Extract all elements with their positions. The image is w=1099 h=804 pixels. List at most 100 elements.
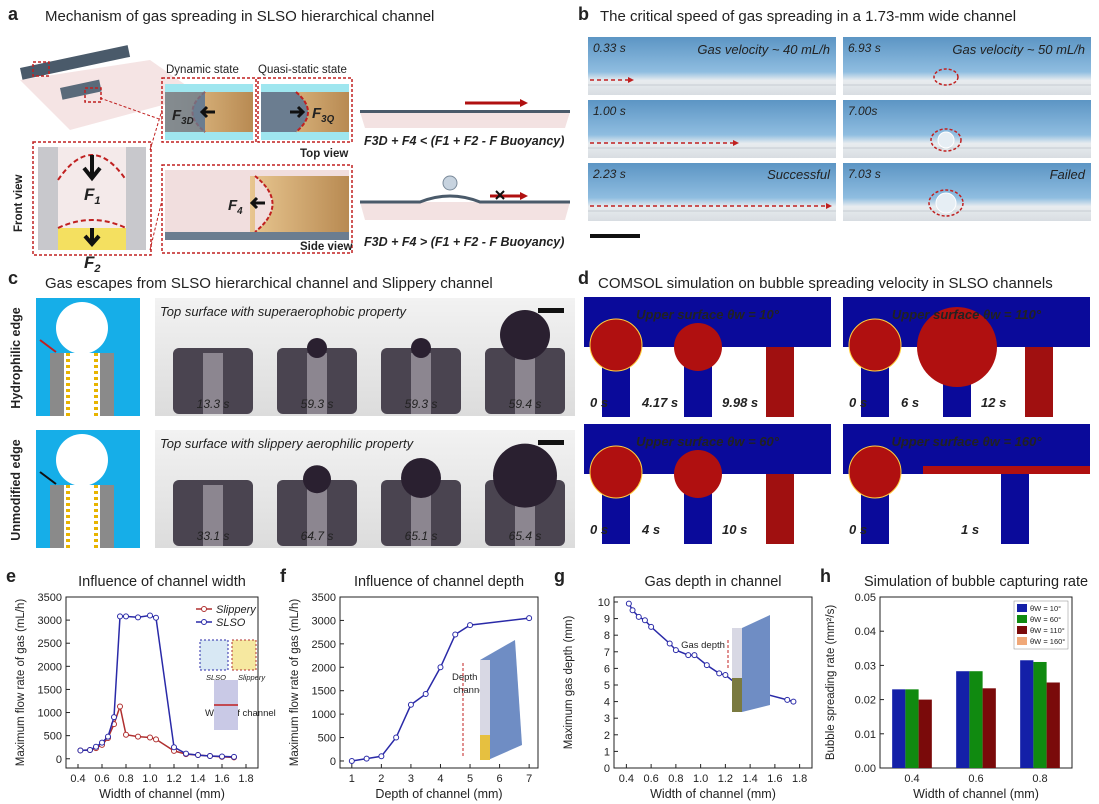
- x-tick-label: 1.8: [792, 773, 807, 785]
- label: Top surface with slippery aerophilic pro…: [160, 436, 415, 451]
- label: Quasi-static state: [258, 64, 347, 76]
- y-tick-label: 5: [604, 680, 610, 692]
- label: 4.17 s: [641, 395, 678, 410]
- panel-letter: h: [820, 566, 831, 586]
- label: Failed: [1050, 167, 1086, 182]
- bar: [1046, 682, 1060, 768]
- data-point: [691, 652, 698, 659]
- bar: [1033, 661, 1047, 768]
- legend-label: θW = 60°: [1030, 615, 1061, 624]
- force-label: F2: [84, 253, 101, 275]
- data-point: [666, 640, 673, 647]
- label: 65.4 s: [509, 529, 542, 543]
- data-point: [123, 731, 129, 738]
- y-tick-label: 4: [604, 697, 610, 709]
- y-tick-label: 7: [604, 647, 610, 659]
- x-tick-label: 0.4: [70, 773, 85, 785]
- label: 7.00s: [848, 104, 877, 118]
- legend-swatch: [1017, 626, 1027, 634]
- label: Top view: [300, 148, 348, 160]
- force-subscript: 1: [94, 195, 100, 207]
- data-point: [685, 652, 692, 659]
- y-tick-label: 9: [604, 614, 610, 626]
- x-tick-label: 1.2: [166, 773, 181, 785]
- y-tick-label: 1500: [312, 686, 336, 698]
- x-tick-label: 1.4: [742, 773, 757, 785]
- force-subscript: 3D: [181, 116, 193, 127]
- y-tick-label: 2500: [312, 639, 336, 651]
- y-tick-label: 1000: [38, 708, 62, 720]
- label: Gas velocity ~ 40 mL/h: [697, 42, 830, 57]
- annotation: Width of channel: [205, 708, 276, 719]
- y-tick-label: 6: [604, 663, 610, 675]
- y-tick-label: 0.03: [855, 660, 876, 672]
- x-tick-label: 0.4: [619, 773, 634, 785]
- label: 1 s: [961, 522, 979, 537]
- x-tick-label: 5: [467, 773, 473, 785]
- y-tick-label: 0.04: [855, 626, 876, 638]
- data-point: [716, 670, 723, 677]
- annotation: Gas depth: [681, 640, 725, 651]
- label: Dynamic state: [166, 64, 239, 76]
- label: 7.03 s: [848, 167, 881, 181]
- y-tick-label: 0.00: [855, 763, 876, 775]
- x-tick-label: 1.6: [214, 773, 229, 785]
- label: COMSOL simulation on bubble spreading ve…: [598, 275, 1053, 292]
- y-axis-label: Bubble spreading rate (mm²/s): [825, 605, 837, 760]
- y-tick-label: 10: [598, 597, 610, 609]
- plot-frame: [65, 596, 259, 769]
- data-point: [467, 622, 474, 629]
- x-tick-label: 3: [408, 773, 414, 785]
- label: 65.1 s: [405, 529, 438, 543]
- legend-marker: [201, 606, 207, 612]
- data-point: [722, 672, 729, 679]
- data-point: [629, 607, 636, 614]
- series-line: [351, 617, 530, 762]
- force-subscript: 2: [93, 263, 101, 275]
- data-point: [784, 696, 791, 703]
- legend-label: SLSO: [216, 617, 246, 629]
- bar: [969, 671, 983, 768]
- legend-swatch: [1017, 604, 1027, 612]
- x-tick-label: 0.8: [118, 773, 133, 785]
- y-tick-label: 3: [604, 713, 610, 725]
- data-point: [452, 631, 459, 638]
- label: Unmodified edge: [9, 439, 23, 540]
- data-point: [641, 617, 648, 624]
- y-tick-label: 1500: [38, 684, 62, 696]
- label: 1.00 s: [593, 104, 626, 118]
- y-tick-label: 0.01: [855, 729, 876, 741]
- x-axis-label: Width of channel (mm): [650, 787, 776, 801]
- force-label: F3Q: [312, 105, 335, 125]
- label: Front view: [13, 174, 25, 232]
- plot-frame: [613, 596, 813, 769]
- label: F3D + F4 < (F1 + F2 - F Buoyancy): [364, 134, 564, 148]
- chart-title: Influence of channel depth: [354, 574, 524, 590]
- y-tick-label: 500: [318, 733, 336, 745]
- y-axis-label: Maximum flow rate of gas (mL/h): [15, 599, 27, 767]
- label: 6.93 s: [848, 41, 881, 55]
- force-label: F4: [228, 197, 243, 217]
- data-point: [87, 746, 93, 753]
- panel-letter: f: [280, 566, 287, 586]
- label: Mechanism of gas spreading in SLSO hiera…: [45, 8, 434, 25]
- x-tick-label: 1.8: [238, 773, 253, 785]
- data-point: [648, 623, 655, 630]
- data-point: [135, 614, 141, 621]
- x-tick-label: 0.6: [94, 773, 109, 785]
- legend-marker: [201, 619, 207, 625]
- force-symbol: F: [84, 253, 95, 272]
- chart-title: Gas depth in channel: [644, 574, 781, 590]
- panel-b-art: [588, 37, 1091, 238]
- data-point: [93, 743, 99, 750]
- force-label: F1: [84, 185, 101, 207]
- legend-label: θW = 10°: [1030, 604, 1061, 613]
- x-axis-label: Depth of channel (mm): [375, 787, 502, 801]
- force-label: F3D: [172, 107, 194, 127]
- data-point: [363, 755, 370, 762]
- bar: [1020, 660, 1034, 768]
- panel-letter: e: [6, 566, 16, 586]
- data-point: [153, 736, 159, 743]
- plot-frame: [339, 596, 539, 769]
